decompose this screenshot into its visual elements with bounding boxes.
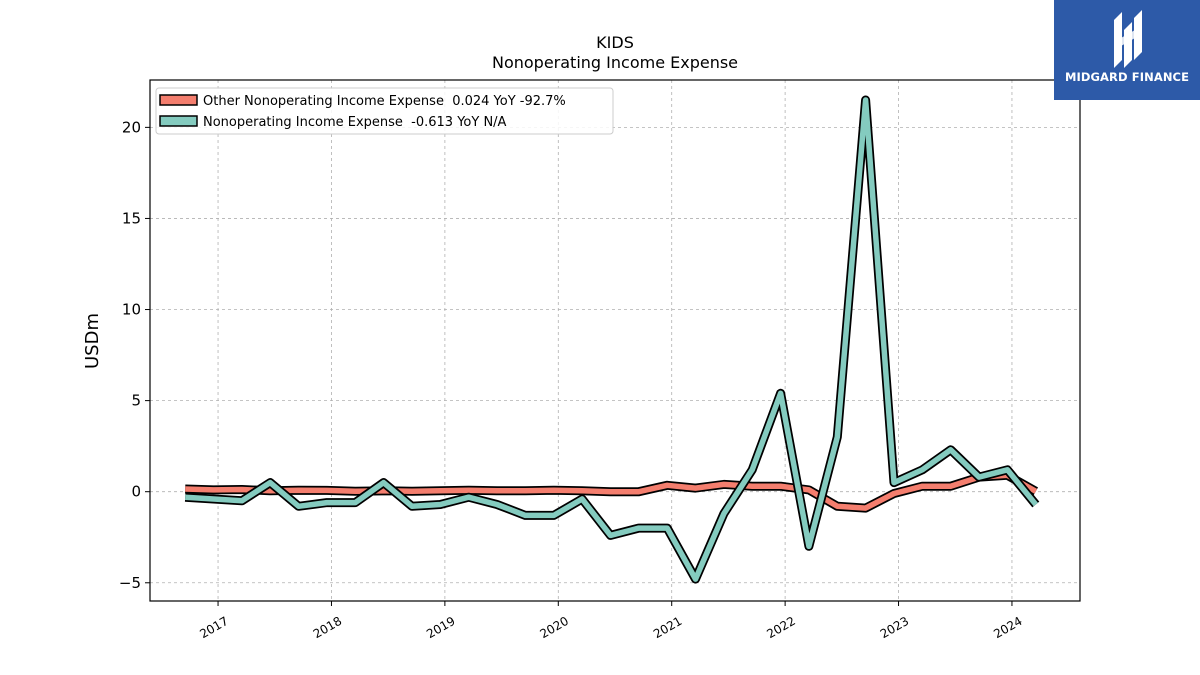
chart-subtitle: Nonoperating Income Expense <box>492 53 738 72</box>
brand-name: MIDGARD FINANCE <box>1064 70 1190 84</box>
series-line-1 <box>185 472 1038 511</box>
legend: Other Nonoperating Income Expense 0.024 … <box>155 87 614 135</box>
series-outline-2 <box>184 95 1040 584</box>
y-tick-label: 5 <box>131 392 141 410</box>
midgard-logo-icon <box>1114 10 1142 68</box>
x-tick-label: 2017 <box>197 614 230 641</box>
x-tick-label: 2022 <box>764 614 797 641</box>
legend-label-1: Other Nonoperating Income Expense 0.024 … <box>203 94 566 109</box>
chart-title: KIDS <box>596 33 634 52</box>
x-tick-label: 2023 <box>878 614 911 641</box>
x-tick-label: 2020 <box>538 614 571 641</box>
x-tick-label: 2019 <box>424 614 457 641</box>
legend-box <box>155 87 614 135</box>
x-tick-label: 2018 <box>311 614 344 641</box>
series-lines <box>184 95 1040 584</box>
x-tick-label: 2024 <box>991 614 1024 641</box>
y-tick-label: 0 <box>131 483 141 501</box>
legend-label-2: Nonoperating Income Expense -0.613 YoY N… <box>203 115 507 130</box>
x-tick-label: 2021 <box>651 614 684 641</box>
y-axis-label: USDm <box>82 313 103 369</box>
grid <box>150 80 1080 601</box>
legend-swatch-2 <box>159 115 198 127</box>
y-tick-label: −5 <box>119 574 141 592</box>
y-tick-label: 10 <box>122 301 141 319</box>
series-line-2 <box>185 97 1038 582</box>
y-tick-label: 15 <box>122 209 141 227</box>
legend-swatch-1 <box>159 94 198 106</box>
y-tick-label: 20 <box>122 118 141 136</box>
plot-frame <box>149 79 1081 602</box>
brand-logo: MIDGARD FINANCE <box>1054 0 1200 100</box>
